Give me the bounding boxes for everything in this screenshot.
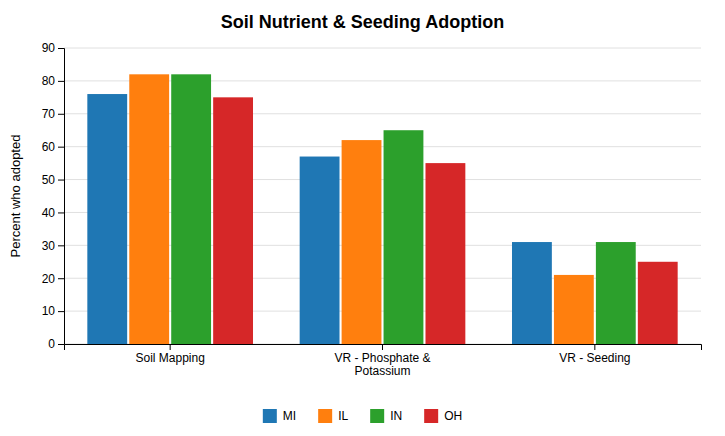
- y-tick: 20: [42, 272, 64, 286]
- legend-item: IN: [370, 409, 402, 423]
- bar: [512, 242, 552, 344]
- legend: MI IL IN OH: [263, 409, 462, 423]
- y-tick-label: 10: [42, 304, 56, 318]
- legend-label: IL: [338, 409, 348, 423]
- x-tick: VR - Seeding: [559, 344, 630, 365]
- bar: [87, 94, 127, 344]
- y-tick-label: 60: [42, 140, 56, 154]
- y-tick: 50: [42, 173, 64, 187]
- legend-label: MI: [283, 409, 296, 423]
- chart: Soil Mapping VR - Phosphate &Potassium VR …: [0, 0, 725, 436]
- y-axis-title: Percent who adopted: [8, 135, 23, 258]
- y-tick-mark: [58, 114, 64, 115]
- grid-line: [64, 48, 701, 49]
- bars: [87, 74, 677, 344]
- y-tick-mark: [58, 278, 64, 279]
- y-tick: 60: [42, 140, 64, 154]
- x-tick: Soil Mapping: [135, 344, 204, 365]
- y-tick-mark: [58, 180, 64, 181]
- title: Soil Nutrient & Seeding Adoption: [221, 12, 504, 32]
- grid: [64, 48, 701, 344]
- y-tick-label: 40: [42, 206, 56, 220]
- y-axis: 0 10 20 30 40 50 60 70 80 90: [42, 41, 65, 351]
- bar: [384, 130, 424, 344]
- bar: [425, 163, 465, 344]
- y-tick-label: 80: [42, 74, 56, 88]
- y-tick: 40: [42, 206, 64, 220]
- axis-domain: [65, 345, 702, 351]
- bar-series: [171, 74, 636, 344]
- y-tick: 70: [42, 107, 64, 121]
- bar: [554, 275, 594, 344]
- x-axis: Soil Mapping VR - Phosphate &Potassium VR …: [65, 344, 702, 378]
- bar-series: [213, 97, 678, 344]
- y-tick-label: 30: [42, 239, 56, 253]
- y-tick-label: 50: [42, 173, 56, 187]
- y-tick: 0: [48, 337, 64, 351]
- y-tick: 30: [42, 239, 64, 253]
- bar: [171, 74, 211, 344]
- x-tick-label: Soil Mapping: [135, 351, 204, 365]
- legend-swatch: [263, 409, 277, 423]
- x-tick: VR - Phosphate &Potassium: [334, 344, 430, 378]
- legend-swatch: [370, 409, 384, 423]
- plot: Soil Mapping VR - Phosphate &Potassium VR …: [8, 41, 702, 378]
- axis-domain: [58, 49, 65, 345]
- x-tick-mark: [594, 344, 595, 350]
- bar: [638, 262, 678, 344]
- legend-swatch: [424, 409, 438, 423]
- x-tick-label: VR - Seeding: [559, 351, 630, 365]
- bar: [129, 74, 169, 344]
- y-tick: 80: [42, 74, 64, 88]
- legend-item: OH: [424, 409, 462, 423]
- y-tick: 90: [42, 41, 64, 55]
- y-tick-label: 20: [42, 272, 56, 286]
- bar: [300, 157, 340, 344]
- x-tick-mark: [170, 344, 171, 350]
- bar: [342, 140, 382, 344]
- y-tick-label: 90: [42, 41, 56, 55]
- x-tick-label: VR - Phosphate &Potassium: [334, 351, 430, 379]
- y-tick-mark: [58, 344, 64, 345]
- legend-item: IL: [318, 409, 348, 423]
- legend-label: OH: [444, 409, 462, 423]
- y-tick-label: 0: [48, 337, 55, 351]
- legend-item: MI: [263, 409, 296, 423]
- bar: [596, 242, 636, 344]
- y-tick-mark: [58, 81, 64, 82]
- bar: [213, 97, 253, 344]
- x-tick-mark: [382, 344, 383, 350]
- y-tick-mark: [58, 147, 64, 148]
- y-tick: 10: [42, 304, 64, 318]
- legend-label: IN: [390, 409, 402, 423]
- y-tick-mark: [58, 212, 64, 213]
- y-tick-mark: [58, 48, 64, 49]
- y-tick-mark: [58, 245, 64, 246]
- bar-series: [129, 74, 594, 344]
- legend-swatch: [318, 409, 332, 423]
- y-tick-label: 70: [42, 107, 56, 121]
- y-tick-mark: [58, 311, 64, 312]
